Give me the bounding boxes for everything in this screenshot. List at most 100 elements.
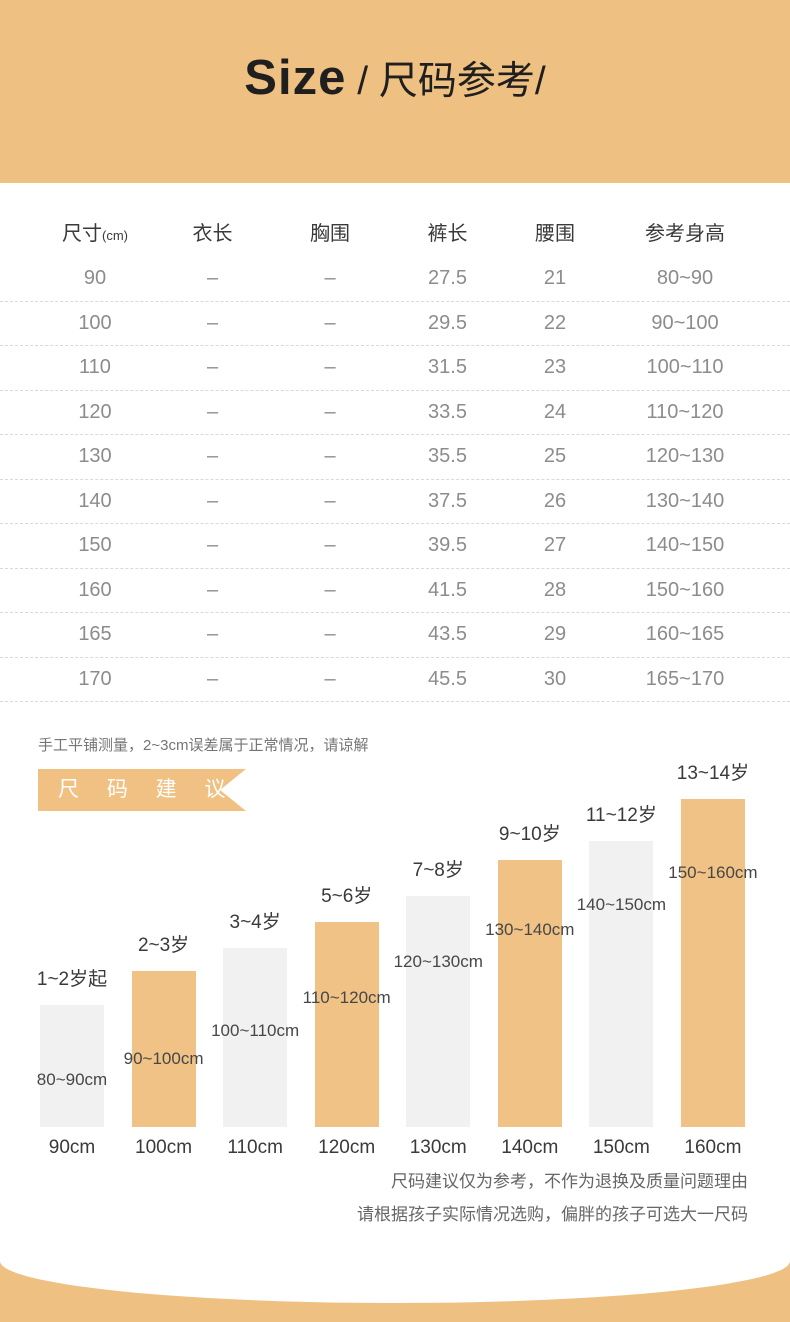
table-row: 120 – – 33.5 24 110~120 xyxy=(0,391,790,435)
table-cell: 22 xyxy=(543,311,567,334)
table-cell: – xyxy=(324,267,336,290)
table-cell: 37.5 xyxy=(428,489,467,512)
column-header: 参考身高 xyxy=(645,222,725,245)
table-cell: – xyxy=(206,667,219,690)
table-cell: 25 xyxy=(543,445,567,468)
table-cell: – xyxy=(206,534,219,557)
column-header: 腰围 xyxy=(535,222,575,245)
table-cell: 21 xyxy=(543,267,567,290)
chart-note: 尺码建议仅为参考，不作为退换及质量问题理由 请根据孩子实际情况选购，偏胖的孩子可… xyxy=(357,1165,748,1231)
height-bar: 140~150cm xyxy=(577,841,666,1127)
age-label: 5~6岁 xyxy=(321,886,373,907)
height-bar: 150~160cm xyxy=(668,799,758,1127)
x-axis-label: 140cm xyxy=(501,1137,559,1158)
table-cell: 110 xyxy=(79,356,111,379)
column-header: 衣长 xyxy=(192,222,233,245)
table-cell: 130 xyxy=(78,445,112,468)
table-cell: – xyxy=(206,445,219,468)
table-cell: 31.5 xyxy=(428,356,467,379)
page-title-zh: / 尺码参考/ xyxy=(346,60,546,103)
table-cell: – xyxy=(206,489,219,512)
table-cell: 26 xyxy=(543,489,567,512)
x-axis-label: 130cm xyxy=(409,1137,467,1158)
table-row: 150 – – 39.5 27 140~150 xyxy=(0,524,790,569)
table-cell: 45.5 xyxy=(428,667,467,690)
table-cell: 24 xyxy=(543,400,567,423)
table-cell: – xyxy=(206,311,219,334)
table-cell: – xyxy=(206,578,219,601)
table-row: 140 – – 37.5 26 130~140 xyxy=(0,480,790,524)
height-range-label: 140~150cm xyxy=(576,895,667,914)
height-range-label: 130~140cm xyxy=(485,920,575,939)
x-axis-label: 90cm xyxy=(48,1137,96,1158)
table-cell: 41.5 xyxy=(428,578,467,601)
height-bar: 90~100cm xyxy=(124,971,204,1127)
table-cell: – xyxy=(324,534,336,557)
table-cell: 33.5 xyxy=(428,400,467,423)
page-title: Size / 尺码参考/ xyxy=(0,50,790,106)
table-cell: 100~110 xyxy=(646,356,724,379)
age-label: 9~10岁 xyxy=(498,824,561,845)
table-cell: 160 xyxy=(78,578,112,601)
table-row: 170 – – 45.5 30 165~170 xyxy=(0,658,790,702)
chart: 1~2岁起 80~90cm 90cm 2~3岁 90~100cm 100cm 3~4岁 100… xyxy=(36,758,758,1158)
height-bar: 120~130cm xyxy=(394,896,483,1127)
x-axis-label: 120cm xyxy=(318,1137,376,1158)
chart-column: 7~8岁 120~130cm 130cm xyxy=(394,855,483,1158)
age-label: 3~4岁 xyxy=(229,912,281,933)
content-card: 尺寸(cm) 衣长 胸围 裤长 腰围 参考身高 90 – – 27.5 21 80~90 100 – – 2… xyxy=(0,183,790,1303)
table-cell: 90~100 xyxy=(651,311,719,334)
table-cell: 120~130 xyxy=(645,445,725,468)
height-bar: 130~140cm xyxy=(485,860,574,1127)
x-axis-label: 100cm xyxy=(135,1137,193,1158)
column-header: 尺寸(cm) xyxy=(62,222,128,245)
height-bar: 100~110cm xyxy=(211,948,299,1127)
page-title-en: Size xyxy=(244,51,347,105)
chart-column: 3~4岁 100~110cm 110cm xyxy=(211,907,299,1158)
age-label: 7~8岁 xyxy=(412,860,464,881)
table-cell: – xyxy=(206,356,219,379)
chart-column: 2~3岁 90~100cm 100cm xyxy=(124,930,204,1158)
measure-note: 手工平铺测量，2~3cm误差属于正常情况，请谅解 xyxy=(38,737,369,754)
x-axis-label: 160cm xyxy=(684,1137,742,1158)
table-cell: 160~165 xyxy=(645,623,725,646)
table-cell: 27 xyxy=(543,534,567,557)
x-axis-label: 150cm xyxy=(592,1137,650,1158)
table-cell: 35.5 xyxy=(428,445,467,468)
table-cell: 29 xyxy=(543,623,567,646)
table-cell: – xyxy=(324,400,336,423)
table-cell: 170 xyxy=(78,667,112,690)
table-row: 110 – – 31.5 23 100~110 xyxy=(0,346,790,391)
age-label: 13~14岁 xyxy=(676,763,750,784)
height-range-label: 100~110cm xyxy=(211,1021,300,1040)
age-label: 2~3岁 xyxy=(137,935,190,956)
chart-column: 13~14岁 150~160cm 160cm xyxy=(668,758,758,1158)
height-range-label: 90~100cm xyxy=(123,1049,204,1068)
table-cell: – xyxy=(324,578,336,601)
height-bar: 110~120cm xyxy=(303,922,391,1127)
chart-column: 5~6岁 110~120cm 120cm xyxy=(303,881,391,1158)
table-cell: 29.5 xyxy=(428,311,467,334)
table-cell: – xyxy=(324,623,336,646)
table-cell: 100 xyxy=(78,311,112,334)
height-range-label: 80~90cm xyxy=(36,1070,108,1089)
table-cell: – xyxy=(324,667,336,690)
table-cell: 120 xyxy=(78,400,112,423)
table-body: 90 – – 27.5 21 80~90 100 – – 29.5 22 90~100 110 – – 31.… xyxy=(0,257,790,702)
table-cell: – xyxy=(206,267,219,290)
height-range-label: 150~160cm xyxy=(668,863,758,882)
table-row: 160 – – 41.5 28 150~160 xyxy=(0,569,790,613)
table-cell: – xyxy=(206,400,219,423)
table-row: 90 – – 27.5 21 80~90 xyxy=(0,257,790,302)
chart-column: 9~10岁 130~140cm 140cm xyxy=(485,819,574,1158)
table-cell: – xyxy=(324,445,336,468)
table-cell: 150~160 xyxy=(645,578,725,601)
table-cell: 30 xyxy=(543,667,567,690)
age-label: 11~12岁 xyxy=(585,805,657,826)
column-header: 胸围 xyxy=(310,222,350,245)
table-cell: 110~120 xyxy=(646,400,724,423)
size-suggestion-ribbon: 尺 码 建 议 xyxy=(38,769,246,811)
chart-note-line1: 尺码建议仅为参考，不作为退换及质量问题理由 xyxy=(391,1172,748,1191)
table-cell: – xyxy=(324,489,336,512)
